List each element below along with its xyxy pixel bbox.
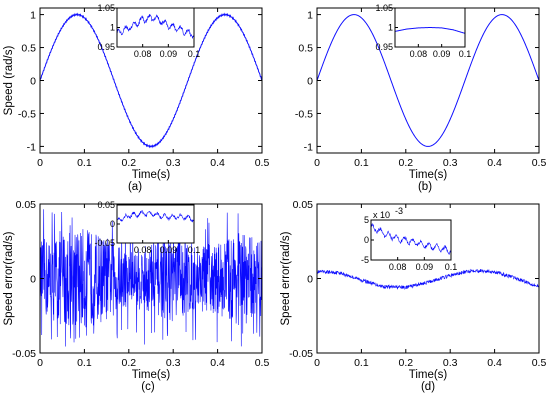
inset-x-tick-label: 0.1 [188,245,201,255]
inset-y-tick-label: 1 [110,23,115,33]
series-line-b [316,14,540,147]
x-tick-label: 0.1 [77,357,92,369]
x-tick-label: 0.1 [354,357,369,369]
inset-x-tick-label: 0.08 [134,245,152,255]
inset-y-tick-label: 1.05 [97,3,115,13]
y-tick-label: 0.05 [16,199,37,211]
panel-caption: (c) [141,381,155,393]
y-tick-label: -0.5 [295,108,313,120]
inset-x-tick-label: 0.08 [410,49,428,59]
x-tick-label: 0.4 [210,357,225,369]
y-tick-label: -0.05 [12,348,36,360]
x-axis-label: Time(s) [409,369,448,381]
x-tick-label: 0.5 [532,357,547,369]
x-tick-label: 0.2 [398,157,413,169]
inset-x-tick-label: 0.09 [160,49,178,59]
x-tick-label: 0.2 [121,157,136,169]
y-tick-label: -0.5 [18,108,36,120]
series-line-d [316,268,540,290]
x-tick-label: 0 [37,157,43,169]
inset-x-tick-label: 0.1 [445,262,458,272]
x-tick-label: 0.2 [398,357,413,369]
x-tick-label: 0.3 [443,357,458,369]
inset-scale-label: x 10 [373,210,390,220]
inset-x-tick-label: 0.1 [188,49,201,59]
series-line-c [39,208,263,347]
x-axis-label: Time(s) [132,169,171,181]
inset-b: 0.08 0.09 0.1 0.95 1 1.05 [375,3,471,59]
inset-background [117,8,194,47]
y-axis-label: Speed error(rad/s) [3,231,15,325]
y-axis-label: Speed (rad/s) [3,45,15,115]
y-tick-label: -0.05 [289,348,313,360]
x-tick-label: 0.1 [77,157,92,169]
inset-y-tick-label: 5 [364,215,369,225]
panel-a: 0 0.1 0.2 0.3 0.4 0.5 -1 -0.5 0 0.5 1 Time(s) Speed … [3,3,269,193]
inset-x-tick-label: 0.08 [389,262,407,272]
inset-y-tick-label: 0.95 [375,42,393,52]
inset-scale-exponent: -3 [395,206,403,216]
x-tick-label: 0.3 [443,157,458,169]
x-axis-label: Time(s) [409,169,448,181]
inset-x-tick-label: 0.1 [459,49,472,59]
y-axis-label: Speed error(rad/s) [280,231,292,325]
x-tick-label: 0.4 [487,357,502,369]
inset-series-line [116,14,195,39]
inset-series-line [394,26,466,34]
x-tick-label: 0 [314,357,320,369]
inset-x-tick-label: 0.08 [134,49,152,59]
inset-x-tick-label: 0.09 [433,49,451,59]
x-tick-label: 0.4 [487,157,502,169]
y-tick-label: -1 [27,141,36,153]
inset-series-line [370,223,452,255]
y-tick-label: 0.5 [21,43,36,55]
y-tick-label: 0 [30,274,36,286]
inset-y-tick-label: 1 [388,23,393,33]
panel-caption: (a) [128,181,142,193]
x-tick-label: 0.5 [532,157,547,169]
inset-d: 0.08 0.09 0.1 -5 0 5 x 10 -3 [361,206,457,272]
panel-caption: (d) [421,381,435,393]
y-tick-label: -1 [304,141,313,153]
x-tick-label: 0.5 [255,157,270,169]
y-tick-label: 1 [307,10,313,22]
x-tick-label: 0.2 [121,357,136,369]
inset-y-tick-label: 0.05 [97,200,115,210]
y-tick-label: 0 [307,76,313,88]
inset-y-tick-label: 0 [364,235,369,245]
y-tick-label: 1 [30,10,36,22]
x-tick-label: 0.4 [210,157,225,169]
inset-y-tick-label: -0.05 [94,238,115,248]
inset-x-tick-label: 0.09 [416,262,434,272]
x-tick-label: 0.3 [166,157,181,169]
inset-y-tick-label: 1.05 [375,3,393,13]
x-axis-label: Time(s) [132,369,171,381]
y-tick-label: 0.05 [293,199,314,211]
inset-series-line [116,210,195,223]
panel-b: 0 0.1 0.2 0.3 0.4 0.5 -1 -0.5 0 0.5 1 Time(s)(b) 0.0… [295,3,547,193]
panel-caption: (b) [418,181,432,193]
inset-x-tick-label: 0.09 [160,245,178,255]
inset-c: 0.08 0.09 0.1 -0.05 0 0.05 [94,200,200,255]
inset-a: 0.08 0.09 0.1 0.95 1 1.05 [97,3,200,59]
y-tick-label: 0 [30,76,36,88]
y-tick-label: 0 [307,274,313,286]
inset-y-tick-label: 0.95 [97,42,115,52]
y-tick-label: 0.5 [298,43,313,55]
inset-background [117,205,194,243]
x-tick-label: 0.5 [255,357,270,369]
inset-y-tick-label: 0 [110,219,115,229]
x-tick-label: 0.1 [354,157,369,169]
series-line-a [39,12,263,149]
x-tick-label: 0 [314,157,320,169]
inset-y-tick-label: -5 [361,255,369,265]
x-tick-label: 0 [37,357,43,369]
x-tick-label: 0.3 [166,357,181,369]
